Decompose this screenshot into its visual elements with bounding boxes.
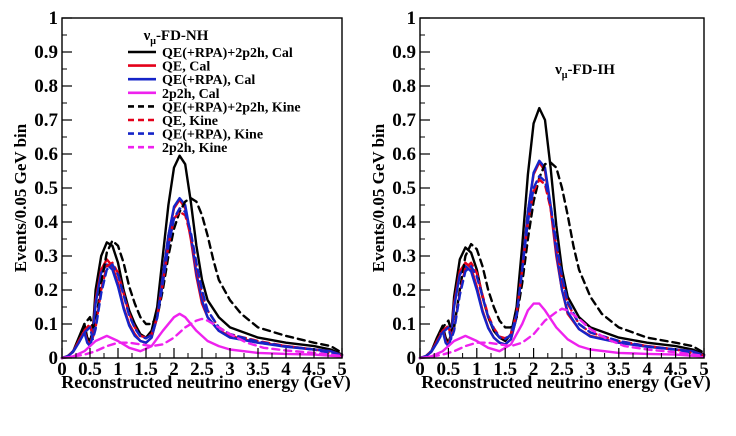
- y-tick-label: 0.5: [392, 178, 416, 199]
- legend-entry: QE(+RPA)+2p2h, Cal: [162, 46, 293, 61]
- y-tick-label: 0.1: [392, 314, 416, 335]
- x-tick-label: 0: [415, 359, 425, 380]
- series-line-0: [60, 154, 344, 360]
- x-tick-label: 1.5: [493, 359, 517, 380]
- x-tick-label: 4: [642, 359, 652, 380]
- y-tick-label: 0.2: [34, 280, 58, 301]
- series-line-3: [418, 302, 706, 360]
- legend-entry: QE, Kine: [162, 114, 218, 129]
- series-line-0: [418, 106, 706, 360]
- x-tick-label: 5: [699, 359, 709, 380]
- legend-entry: QE, Cal: [162, 60, 210, 75]
- x-tick-label: 4.5: [664, 359, 688, 380]
- panel-title: νμ-FD-NH: [143, 28, 209, 47]
- panel-title: νμ-FD-IH: [554, 62, 615, 81]
- legend-entry: 2p2h, Kine: [162, 141, 227, 156]
- x-tick-label: 2: [169, 359, 179, 380]
- x-tick-label: 3: [225, 359, 235, 380]
- y-tick-label: 0.6: [34, 144, 58, 165]
- x-tick-label: 0: [57, 359, 67, 380]
- x-axis-label: Reconstructed neutrino energy (GeV): [421, 372, 710, 393]
- x-tick-label: 3: [586, 359, 596, 380]
- x-tick-label: 3.5: [607, 359, 631, 380]
- y-tick-label: 0.7: [34, 110, 58, 131]
- x-tick-label: 1.5: [134, 359, 158, 380]
- y-tick-label: 0.7: [392, 110, 416, 131]
- y-tick-label: 0.4: [392, 212, 416, 233]
- y-tick-label: 0.5: [34, 178, 58, 199]
- x-axis-label: Reconstructed neutrino energy (GeV): [61, 372, 350, 393]
- x-tick-label: 5: [337, 359, 347, 380]
- chart-panel-fd-nh: 0 0.5 1 1.5 2 2.5 3 3.5 4 4.5 5 0 0.1 0.2 0.3 0.4 0.5 0.6…: [11, 8, 351, 393]
- y-tick-label: 0: [407, 348, 417, 369]
- y-tick-label: 0.1: [34, 314, 58, 335]
- y-tick-label: 0.3: [34, 246, 58, 267]
- series-line-3: [60, 312, 344, 360]
- y-tick-label: 0.9: [392, 42, 416, 63]
- x-tick-label: 0.5: [78, 359, 102, 380]
- legend-entry: QE(+RPA), Cal: [162, 73, 255, 88]
- series-line-7: [418, 307, 706, 360]
- y-tick-label: 1: [49, 8, 59, 29]
- y-tick-label: 0.4: [34, 212, 58, 233]
- x-tick-label: 4: [281, 359, 291, 380]
- x-tick-label: 2: [529, 359, 539, 380]
- y-tick-label: 0.9: [34, 42, 58, 63]
- y-tick-label: 0.8: [34, 76, 58, 97]
- series-line-6: [418, 174, 706, 360]
- y-tick-label: 0.8: [392, 76, 416, 97]
- chart-panel-fd-ih: 0 0.5 1 1.5 2 2.5 3 3.5 4 4.5 5 0 0.1 0.2 0.3 0.4 0.5 0.6…: [369, 8, 711, 393]
- x-tick-label: 2.5: [550, 359, 574, 380]
- x-tick-label: 3.5: [246, 359, 270, 380]
- x-tick-label: 1: [472, 359, 482, 380]
- legend-entry: QE(+RPA), Kine: [162, 128, 263, 143]
- y-tick-label: 0.2: [392, 280, 416, 301]
- series-line-6: [60, 207, 344, 360]
- y-axis-label: Events/0.05 GeV bin: [11, 123, 30, 272]
- legend-entry: 2p2h, Cal: [162, 87, 220, 102]
- y-tick-label: 1: [407, 8, 417, 29]
- x-tick-label: 0.5: [437, 359, 461, 380]
- y-axis-label: Events/0.05 GeV bin: [369, 123, 388, 272]
- x-tick-label: 4.5: [302, 359, 326, 380]
- y-tick-label: 0: [49, 348, 59, 369]
- x-tick-label: 2.5: [190, 359, 214, 380]
- series-line-7: [60, 317, 344, 360]
- x-tick-label: 1: [113, 359, 123, 380]
- y-tick-label: 0.6: [392, 144, 416, 165]
- legend-entry: QE(+RPA)+2p2h, Kine: [162, 100, 301, 115]
- y-tick-label: 0.3: [392, 246, 416, 267]
